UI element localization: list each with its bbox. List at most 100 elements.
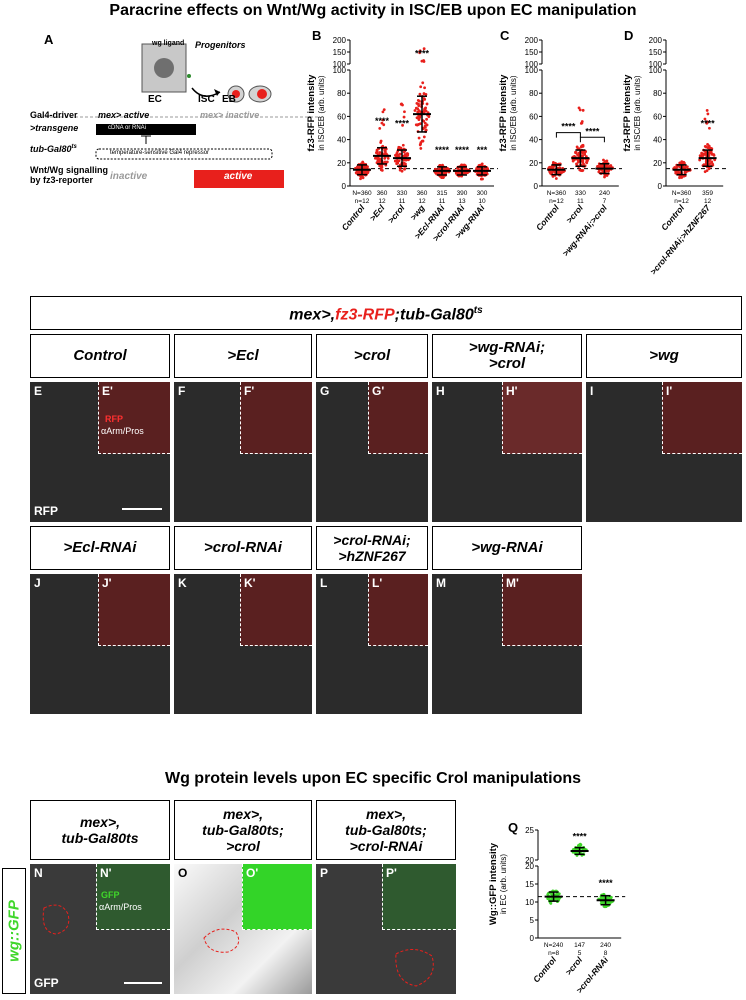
gal4-driver-label: Gal4-driver: [30, 110, 78, 120]
data-point: [578, 844, 582, 848]
category-label: >wg-RNAi;>crol: [560, 202, 609, 258]
y-tick-label: 25: [525, 826, 534, 835]
data-point: [356, 165, 359, 169]
data-point: [423, 124, 427, 128]
inset-e: E' RFP αArm/Pros: [98, 382, 170, 454]
y-axis-label-2: in EC (arb. units): [499, 854, 508, 914]
y-tick-label: 150: [525, 48, 539, 57]
data-point: [579, 121, 583, 125]
tub-gal80-label: tub-Gal80ts: [30, 144, 77, 154]
y-tick-label: 40: [653, 136, 662, 145]
data-point: [394, 153, 397, 157]
inset-arm-label: αArm/Pros: [101, 426, 144, 436]
y-tick-label: 5: [530, 916, 535, 925]
data-point: [419, 147, 423, 150]
data-point: [710, 160, 714, 164]
sample-N: N=360: [672, 190, 692, 197]
data-point: [547, 166, 551, 170]
data-point: [359, 177, 362, 181]
data-point: [698, 158, 702, 162]
data-point: [484, 166, 487, 170]
data-point: [422, 47, 426, 51]
data-point: [708, 162, 712, 165]
sample-N: 300: [477, 190, 488, 197]
data-point: [403, 161, 406, 165]
data-point: [464, 167, 468, 171]
data-point: [403, 167, 406, 171]
data-point: [400, 169, 404, 173]
data-point: [417, 118, 421, 122]
y-tick-label: 200: [525, 36, 539, 45]
sample-n: n=12: [549, 198, 564, 205]
data-point: [554, 177, 558, 180]
data-point: [581, 154, 584, 158]
data-point: [575, 162, 578, 166]
sample-N: 359: [702, 190, 713, 197]
sample-n: n=12: [355, 198, 370, 205]
data-point: [576, 153, 579, 157]
data-point: [578, 108, 582, 112]
data-point: [378, 126, 382, 130]
panel-letter-a: A: [44, 32, 54, 47]
category-label: >Ecl: [367, 202, 386, 222]
y-axis-label-2: in ISC/EB (arb. units): [509, 75, 518, 150]
data-point: [358, 165, 362, 169]
significance-stars: ****: [395, 118, 410, 128]
data-point: [380, 121, 384, 125]
transgene-label: >transgene: [30, 123, 79, 133]
y-tick-label: 80: [529, 89, 538, 98]
category-label: Control: [339, 202, 366, 232]
micrograph-p: P P': [316, 864, 456, 994]
panel-letter-d: D: [624, 28, 634, 43]
data-point: [583, 152, 586, 155]
y-tick-label: 200: [333, 36, 347, 45]
wnt-label-2: by fz3-reporter: [30, 175, 94, 185]
wnt-label-1: Wnt/Wg signalling: [30, 165, 108, 175]
data-point: [386, 156, 390, 160]
data-point: [418, 51, 422, 55]
y-tick-label: 40: [529, 136, 538, 145]
y-tick-label: 60: [653, 112, 662, 121]
sample-N: 315: [437, 190, 448, 197]
isc-label: ISC: [198, 94, 215, 105]
inset-k: K': [240, 574, 312, 646]
significance-stars: ****: [415, 48, 430, 58]
data-point: [572, 847, 576, 851]
header-crol: >crol: [316, 334, 428, 378]
data-point: [381, 118, 385, 122]
cdna-rnai-label: cDNA or RNAi: [108, 125, 147, 131]
data-point: [606, 901, 609, 905]
y-tick-label: 150: [333, 48, 347, 57]
sample-N: N=240: [544, 942, 564, 949]
data-point: [422, 97, 426, 101]
data-point: [683, 166, 687, 169]
significance-stars: ****: [701, 118, 716, 128]
inactive-label: inactive: [110, 171, 148, 182]
data-point: [676, 170, 680, 174]
data-point: [609, 896, 613, 899]
data-point: [383, 150, 387, 153]
side-label: wg::GFP: [5, 900, 23, 962]
data-point: [378, 151, 382, 154]
bracket-stars: ****: [585, 126, 600, 136]
mex-active-label: mex> active: [98, 110, 150, 120]
data-point: [685, 165, 689, 169]
data-point: [363, 165, 367, 169]
y-tick-label: 200: [649, 36, 663, 45]
data-point: [423, 121, 427, 125]
y-tick-label: 10: [525, 898, 534, 907]
data-point: [441, 176, 445, 180]
data-point: [708, 126, 711, 130]
data-point: [422, 110, 426, 114]
header-ecl-rnai: >Ecl-RNAi: [30, 526, 170, 570]
sample-n: 11: [439, 198, 446, 205]
sample-n: 12: [418, 198, 426, 205]
channel-gfp-label: GFP: [34, 976, 59, 990]
ec-nucleus: [154, 58, 174, 78]
data-point: [399, 146, 403, 150]
sample-n: 5: [578, 950, 582, 957]
data-point: [424, 106, 428, 110]
data-point: [417, 102, 420, 106]
